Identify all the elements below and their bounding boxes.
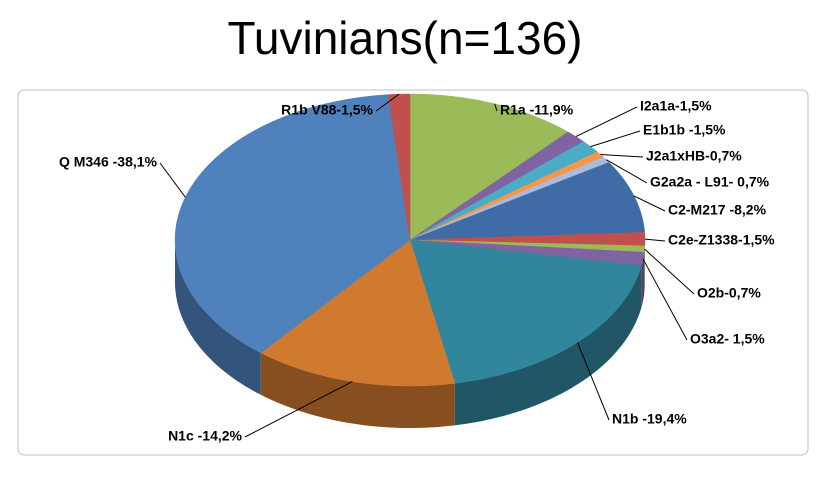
data-label: Q M346 -38,1% xyxy=(59,154,158,170)
data-label: N1b -19,4% xyxy=(612,411,687,427)
leader-line xyxy=(494,103,498,112)
slice-side xyxy=(641,252,645,308)
slice xyxy=(174,94,411,354)
slice xyxy=(409,131,584,241)
slice xyxy=(409,162,645,241)
data-label: C2-M217 -8,2% xyxy=(668,202,767,218)
data-label: R1a -11,9% xyxy=(500,102,574,118)
data-label: I2a1a-1,5% xyxy=(640,98,712,114)
slice-side xyxy=(175,240,261,395)
leader-line xyxy=(159,162,186,198)
leader-line xyxy=(576,342,610,421)
leader-line xyxy=(642,258,688,341)
slice xyxy=(409,93,569,241)
leader-line xyxy=(590,130,641,148)
leader-line xyxy=(606,159,648,184)
leader-line xyxy=(600,153,644,158)
leader-line xyxy=(575,106,638,138)
leader-line xyxy=(644,238,666,242)
slice xyxy=(387,93,411,241)
slice-side xyxy=(454,265,642,426)
slice-side xyxy=(644,245,645,295)
data-label: J2a1xHB-0,7% xyxy=(646,148,742,164)
slice xyxy=(409,232,646,247)
leader-line xyxy=(633,195,666,212)
data-label: E1b1b -1,5% xyxy=(643,122,726,138)
data-label: C2e-Z1338-1,5% xyxy=(668,232,775,248)
leader-line xyxy=(244,381,353,438)
slice xyxy=(260,239,456,387)
leader-line xyxy=(644,248,695,295)
data-label: O2b-0,7% xyxy=(697,285,761,301)
slice-side xyxy=(260,352,455,428)
data-label: G2a2a - L91- 0,7% xyxy=(650,174,770,190)
data-label: R1b V88-1,5% xyxy=(281,102,373,118)
data-label: N1c -14,2% xyxy=(168,428,242,444)
chart-title: Tuvinians(n=136) xyxy=(228,12,583,64)
data-label: O3a2- 1,5% xyxy=(690,331,765,347)
leader-line xyxy=(375,93,400,112)
